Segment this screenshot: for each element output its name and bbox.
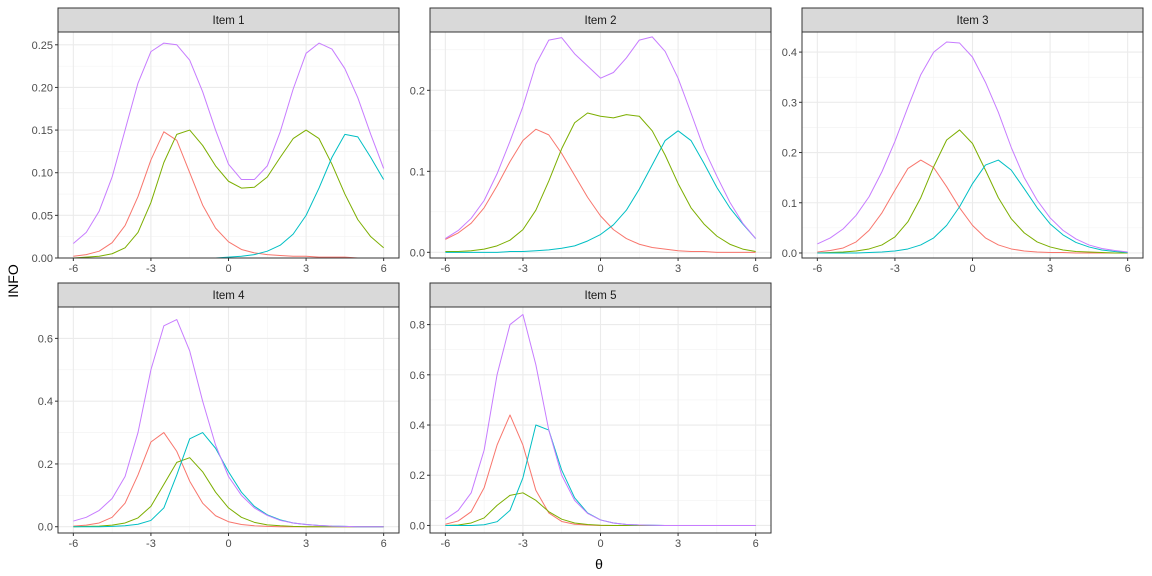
x-tick-label: 3 (675, 263, 681, 275)
panel-strip (57, 7, 400, 33)
panel-4: Item 4 -6 -3 0 3 6 0.0 0.2 0.4 0.6 (38, 282, 400, 550)
series-line-4 (445, 314, 756, 526)
x-tick-label: -6 (68, 263, 78, 275)
series-line-3 (817, 159, 1128, 254)
y-tick-label: 0.1 (410, 166, 425, 178)
y-tick-label: 0.0 (782, 248, 797, 260)
y-tick-label: 0.2 (782, 148, 797, 160)
x-axis-title: θ (595, 556, 603, 572)
x-tick-label: 3 (675, 538, 681, 550)
y-tick-label: 0.3 (782, 97, 797, 109)
y-tick-label: 0.4 (410, 420, 425, 432)
x-tick-label: -3 (146, 538, 156, 550)
series-line-1 (817, 159, 1128, 254)
series-line-4 (73, 42, 385, 244)
series-line-4 (445, 36, 757, 239)
x-tick-label: 3 (1047, 263, 1053, 275)
y-tick-label: 0.4 (782, 47, 797, 59)
panel-title: Item 5 (585, 290, 617, 302)
y-tick-label: 0.0 (410, 247, 425, 259)
y-tick-label: 0.0 (38, 522, 53, 534)
x-tick-label: 0 (225, 538, 231, 550)
series-line-1 (445, 128, 756, 253)
panel-title: Item 2 (585, 15, 617, 27)
series-line-2 (73, 129, 384, 259)
x-tick-label: 0 (969, 263, 975, 275)
x-tick-label: -6 (812, 263, 822, 275)
panel-3: Item 3 -6 -3 0 3 6 0.0 0.1 0.2 0.3 0.4 (782, 7, 1144, 275)
panel-2: Item 2 -6 -3 0 3 6 0.0 0.1 0.2 (410, 7, 772, 275)
y-tick-label: 0.0 (410, 520, 425, 532)
x-tick-label: -3 (518, 538, 528, 550)
x-tick-label: -3 (518, 263, 528, 275)
y-tick-label: 0.10 (32, 168, 53, 180)
series-line-4 (73, 319, 384, 528)
panel-title: Item 4 (213, 290, 246, 302)
x-tick-label: 0 (225, 263, 231, 275)
y-tick-label: 0.20 (32, 82, 53, 94)
panel-title: Item 1 (213, 15, 245, 27)
x-tick-label: 6 (381, 538, 387, 550)
y-tick-label: 0.8 (410, 320, 425, 332)
y-tick-label: 0.00 (32, 253, 53, 265)
x-tick-label: -6 (68, 538, 78, 550)
x-tick-label: -3 (146, 263, 156, 275)
panels-layer: Item 1-6 -3 0 3 60.000.050.100.150.200.25Ite… (32, 7, 1144, 550)
panel-strip (57, 282, 400, 308)
series-line-2 (817, 129, 1128, 254)
x-tick-label: 0 (597, 538, 603, 550)
y-tick-label: 0.6 (410, 370, 425, 382)
series-line-1 (73, 131, 384, 259)
panel-strip (429, 282, 772, 308)
x-tick-label: 6 (381, 263, 387, 275)
y-tick-label: 0.2 (410, 470, 425, 482)
x-tick-label: -3 (890, 263, 900, 275)
panel-title: Item 3 (957, 15, 989, 27)
y-tick-label: 0.1 (782, 198, 797, 210)
y-tick-label: 0.25 (32, 40, 53, 52)
y-tick-label: 0.2 (38, 459, 53, 471)
x-tick-label: 3 (303, 263, 309, 275)
y-tick-label: 0.6 (38, 333, 53, 345)
series-line-2 (73, 457, 384, 528)
panel-5: Item 5 -6 -3 0 3 6 0.0 0.2 0.4 0.6 0.8 (410, 282, 772, 550)
x-tick-label: -6 (440, 538, 450, 550)
x-tick-label: 3 (303, 538, 309, 550)
y-tick-label: 0.15 (32, 125, 53, 137)
panel-1: Item 1 -6 -3 0 3 6 0.00 0.05 0.10 0.15 0.20 0.25 (32, 7, 400, 275)
x-tick-label: -6 (440, 263, 450, 275)
y-axis-title: INFO (5, 264, 21, 298)
series-line-4 (817, 41, 1128, 253)
series-line-3 (445, 130, 757, 253)
y-tick-label: 0.05 (32, 210, 53, 222)
y-tick-label: 0.4 (38, 396, 53, 408)
x-tick-label: 0 (597, 263, 603, 275)
x-tick-label: 6 (753, 263, 759, 275)
series-line-2 (445, 112, 756, 253)
x-tick-label: 6 (1125, 263, 1131, 275)
panel-strip (429, 7, 772, 33)
y-tick-label: 0.2 (410, 85, 425, 97)
x-tick-label: 6 (753, 538, 759, 550)
